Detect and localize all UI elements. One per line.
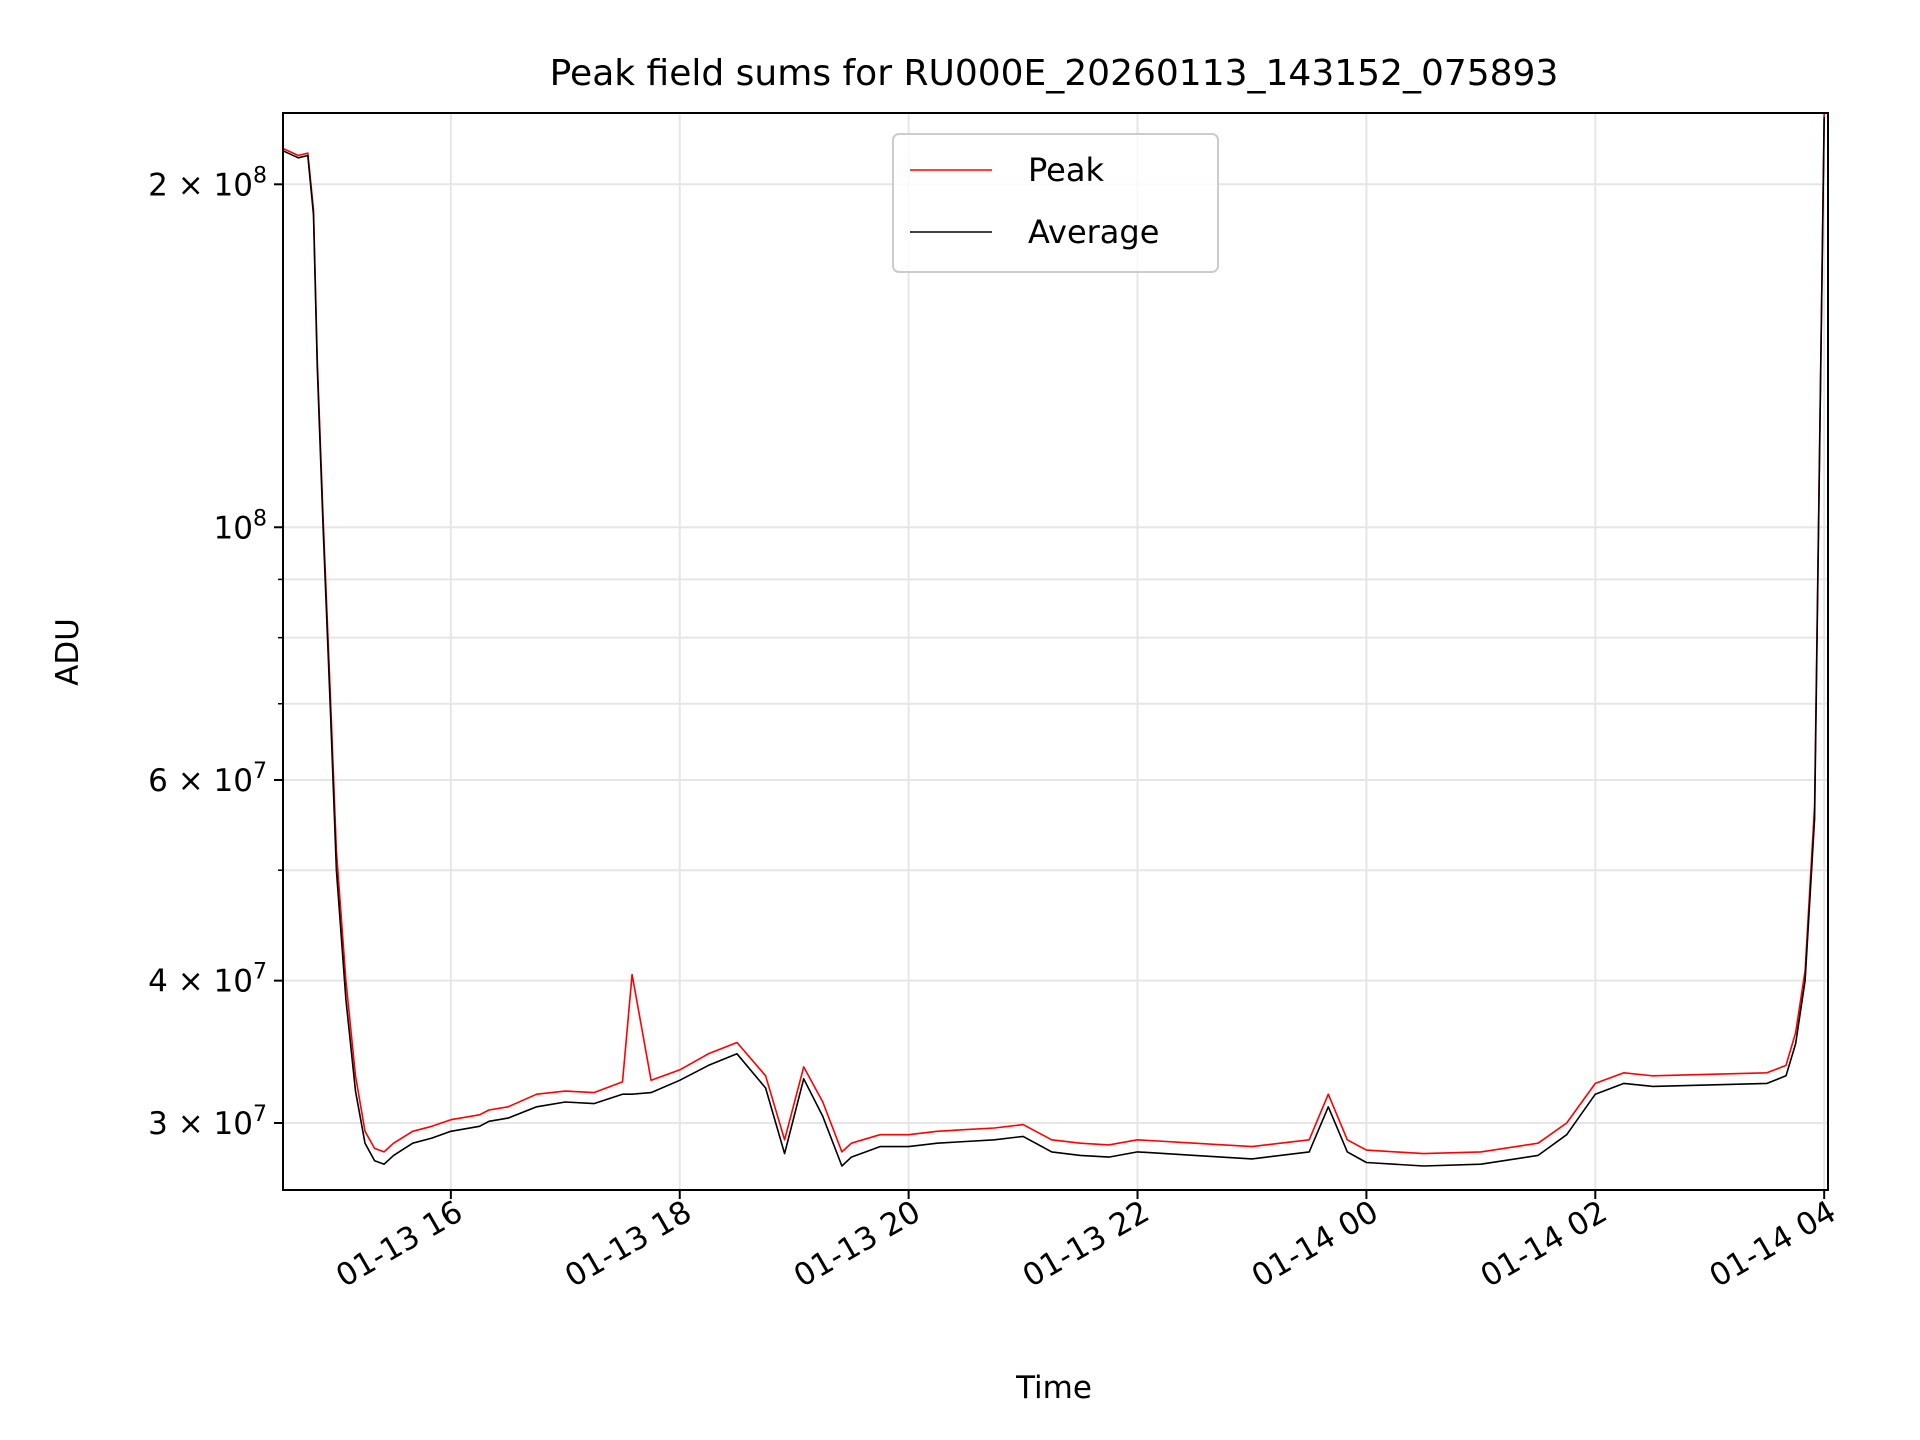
- y-axis-label: ADU: [50, 618, 86, 686]
- y-tick-label: 6 × 107: [148, 759, 267, 799]
- plot-frame: [282, 112, 1829, 1191]
- y-tick-label: 3 × 107: [148, 1102, 267, 1142]
- y-tick-label: 108: [214, 506, 267, 546]
- chart-title: Peak field sums for RU000E_20260113_1431…: [550, 53, 1559, 94]
- series-line-average: [283, 117, 1825, 1167]
- y-tick-label: 4 × 107: [148, 960, 267, 1000]
- y-axis-ticks: 3 × 107 4 × 107 6 × 107 108 2 × 108: [148, 163, 283, 1142]
- legend-box: [892, 133, 1219, 273]
- x-axis-label: Time: [1015, 1370, 1092, 1406]
- legend: Peak Average: [892, 133, 1219, 273]
- y-gridlines: [283, 183, 1828, 1124]
- series-line-peak: [283, 113, 1825, 1155]
- legend-label-peak: Peak: [1028, 151, 1104, 189]
- y-tick-label: 2 × 108: [148, 163, 267, 203]
- x-gridlines: [449, 113, 1826, 1190]
- legend-label-average: Average: [1028, 213, 1159, 251]
